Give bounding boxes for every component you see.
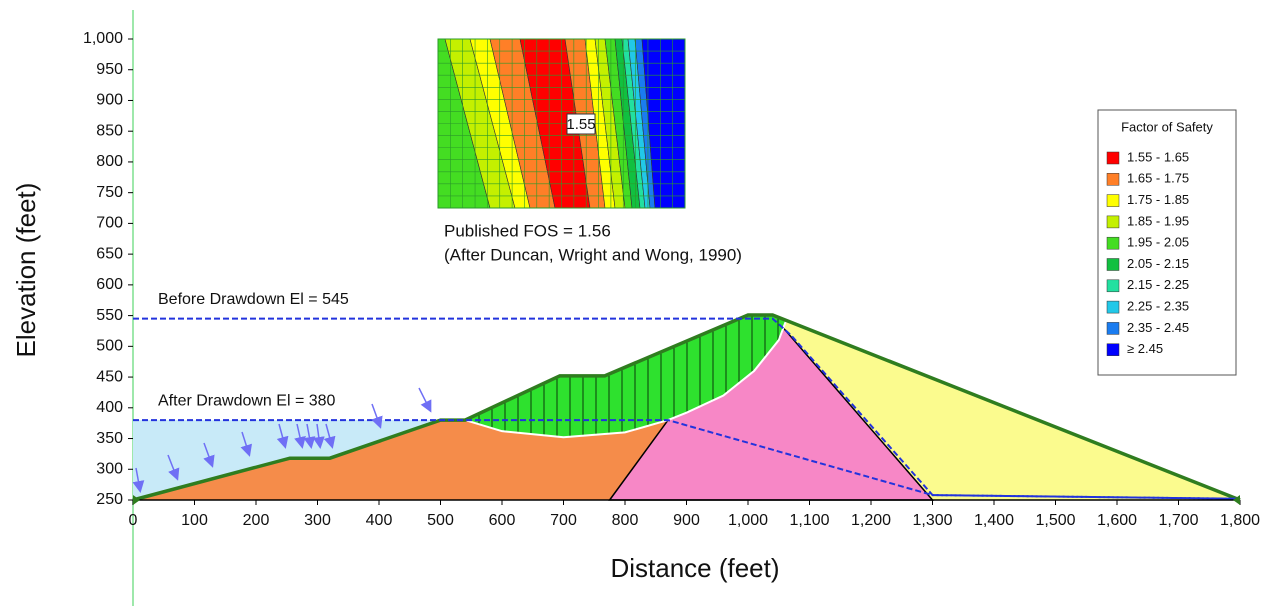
legend-swatch: [1106, 300, 1120, 314]
water-line: [133, 317, 1241, 500]
legend-label: 1.75 - 1.85: [1127, 192, 1189, 207]
pressure-arrow: [323, 423, 336, 449]
material-region: [133, 420, 441, 500]
x-tick-label: 800: [612, 512, 639, 529]
pressure-arrow: [276, 423, 289, 449]
x-tick-label: 200: [243, 512, 270, 529]
legend-label: 2.05 - 2.15: [1127, 256, 1189, 271]
legend-swatch: [1106, 279, 1120, 293]
x-tick-label: 1,000: [728, 512, 768, 529]
x-tick-label: 1,800: [1220, 512, 1260, 529]
legend-swatch: [1106, 322, 1120, 335]
water-line: [133, 419, 1241, 500]
ground-surface: [132, 313, 1241, 502]
legend-label: ≥ 2.45: [1127, 341, 1163, 356]
legend-swatch: [1106, 343, 1120, 356]
pressure-arrow: [294, 423, 306, 449]
legend-swatch: [1106, 236, 1120, 250]
y-tick-label: 600: [96, 276, 123, 293]
legend-swatch: [1106, 173, 1120, 186]
fos-box: [566, 113, 596, 135]
legend-swatch: [1106, 258, 1120, 271]
slip-surface: [464, 320, 788, 439]
x-axis-label: Distance (feet): [610, 553, 779, 583]
y-tick-label: 250: [96, 491, 123, 508]
x-tick-label: 1,100: [789, 512, 829, 529]
pressure-arrow: [132, 467, 145, 493]
fos-label: 1.55: [566, 116, 595, 133]
y-tick-label: 650: [96, 245, 123, 262]
y-tick-label: 300: [96, 460, 123, 477]
x-tick-label: 500: [427, 512, 454, 529]
legend-label: 1.65 - 1.75: [1127, 171, 1189, 186]
material-region: [133, 420, 669, 500]
pressure-arrow: [312, 423, 325, 449]
pressure-arrow: [240, 431, 252, 457]
x-tick-label: 1,700: [1158, 512, 1198, 529]
pressure-arrow: [167, 454, 180, 481]
x-tick-label: 1,300: [912, 512, 952, 529]
pressure-arrow: [203, 442, 215, 468]
slip-mass: [465, 314, 787, 438]
y-tick-label: 1,000: [83, 30, 123, 47]
x-tick-label: 1,400: [974, 512, 1014, 529]
x-tick-label: 600: [489, 512, 516, 529]
legend-label: 1.95 - 2.05: [1127, 235, 1189, 250]
y-tick-label: 800: [96, 153, 123, 170]
y-tick-label: 500: [96, 338, 123, 355]
legend-label: 1.55 - 1.65: [1127, 149, 1189, 164]
x-tick-label: 1,200: [851, 512, 891, 529]
pressure-arrow: [418, 387, 432, 413]
legend-swatch: [1106, 215, 1120, 229]
y-tick-label: 450: [96, 368, 123, 385]
x-tick-label: 700: [550, 512, 577, 529]
y-tick-label: 850: [96, 122, 123, 139]
end-marker: [133, 495, 140, 505]
y-tick-label: 900: [96, 92, 123, 109]
y-tick-label: 700: [96, 215, 123, 232]
plot-area: Before Drawdown El = 545 After Drawdown E…: [83, 30, 1260, 529]
x-tick-label: 400: [366, 512, 393, 529]
y-tick-label: 950: [96, 61, 123, 78]
legend-swatch: [1106, 151, 1120, 165]
legend-label: 2.15 - 2.25: [1127, 277, 1189, 292]
pressure-arrow: [303, 423, 316, 449]
legend-label: 2.25 - 2.35: [1127, 299, 1189, 314]
legend-title: Factor of Safety: [1121, 119, 1213, 134]
published-fos: Published FOS = 1.56: [444, 221, 611, 240]
end-marker: [1233, 495, 1240, 505]
y-tick-label: 750: [96, 184, 123, 201]
inset-frame: [437, 38, 686, 209]
legend-box: [1097, 109, 1237, 376]
y-axis-label: Elevation (feet): [11, 183, 41, 358]
x-tick-label: 1,500: [1035, 512, 1075, 529]
legend-swatch: [1106, 194, 1120, 207]
legend-label: 2.35 - 2.45: [1127, 320, 1189, 335]
x-tick-label: 300: [304, 512, 331, 529]
y-tick-label: 400: [96, 399, 123, 416]
x-tick-label: 0: [129, 512, 138, 529]
x-tick-label: 1,600: [1097, 512, 1137, 529]
water-line-label: After Drawdown El = 380: [158, 392, 336, 409]
reference: (After Duncan, Wright and Wong, 1990): [444, 245, 742, 264]
water-line-label: Before Drawdown El = 545: [158, 291, 349, 308]
contour-inset: [438, 39, 685, 208]
y-tick-label: 550: [96, 307, 123, 324]
y-tick-label: 350: [96, 430, 123, 447]
pressure-arrow: [371, 403, 383, 429]
legend-label: 1.85 - 1.95: [1127, 213, 1189, 228]
x-tick-label: 900: [673, 512, 700, 529]
x-tick-label: 100: [181, 512, 208, 529]
